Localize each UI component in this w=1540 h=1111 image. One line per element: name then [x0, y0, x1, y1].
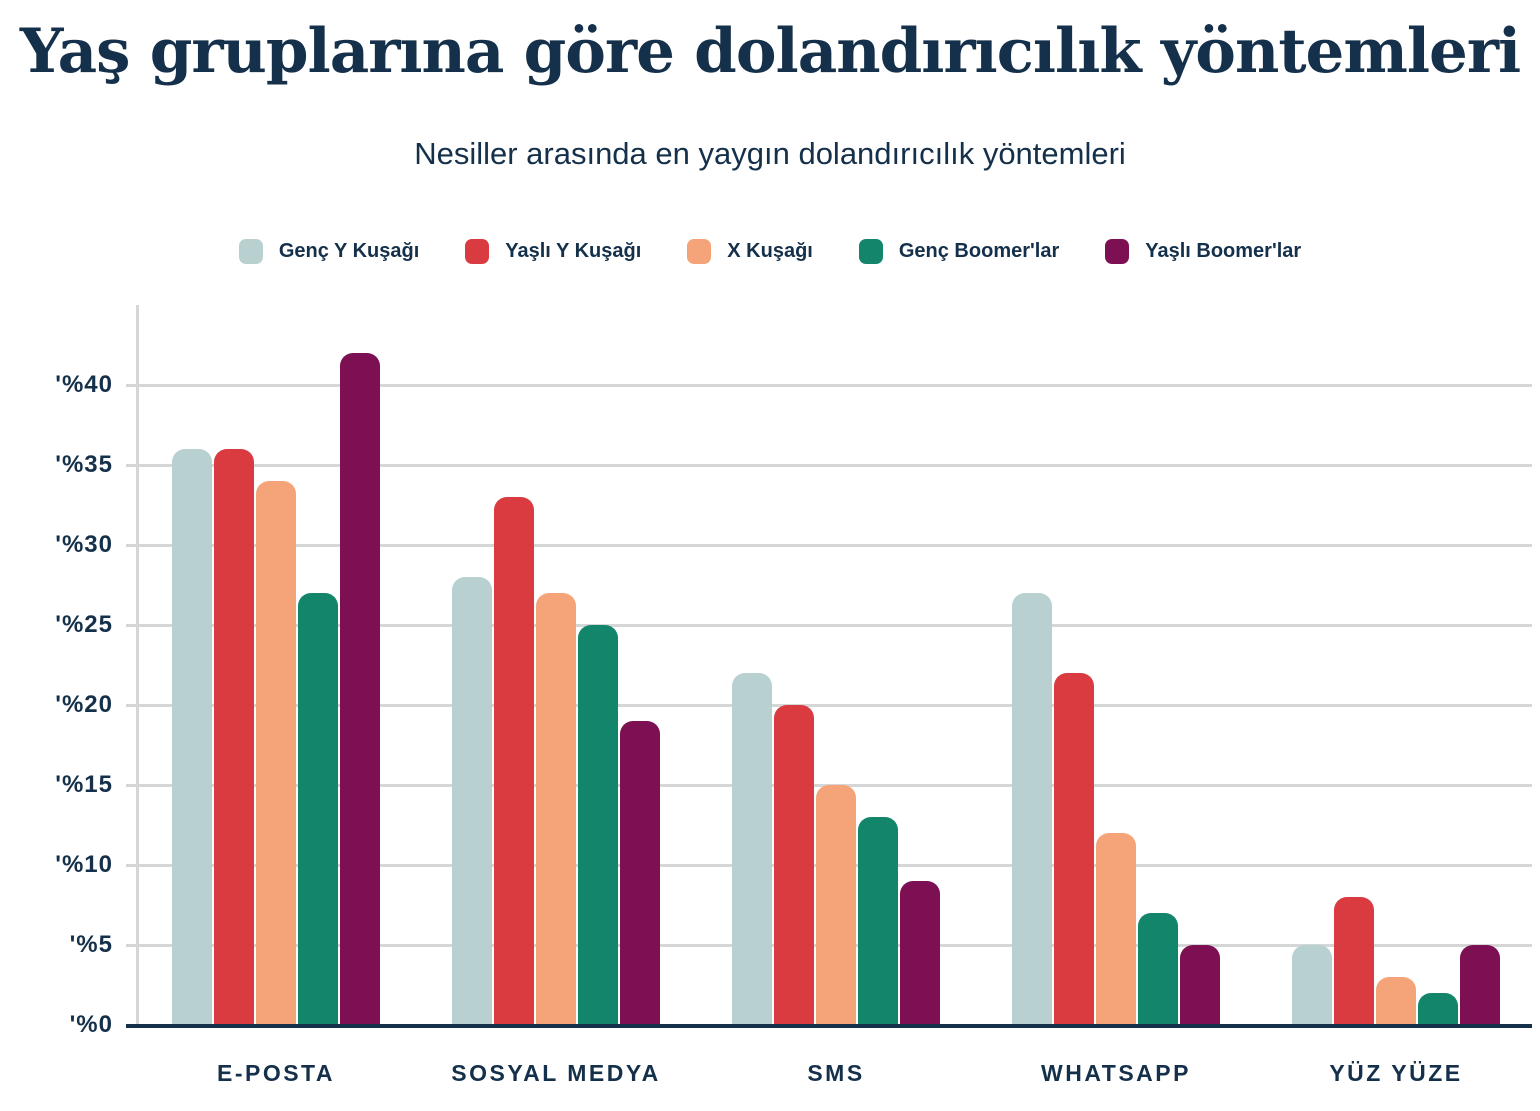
legend-item-4: Yaşlı Boomer'lar [1105, 239, 1301, 264]
legend-label: Genç Boomer'lar [898, 240, 1060, 262]
bar-sosyal-medya-series-1 [494, 497, 534, 1025]
legend-swatch-icon [1105, 239, 1130, 264]
bar-whatsapp-series-2 [1096, 833, 1136, 1025]
y-tick-label: '%0 [69, 1011, 113, 1038]
legend-label: Yaşlı Boomer'lar [1145, 240, 1302, 262]
bar-sosyal-medya-series-2 [536, 593, 576, 1025]
bar-y-z-y-ze-series-3 [1418, 993, 1458, 1025]
chart-subtitle: Nesiller arasında en yaygın dolandırıcıl… [414, 136, 1126, 171]
gridline-20 [126, 704, 1532, 707]
bar-e-posta-series-1 [214, 449, 254, 1025]
y-tick-label: '%40 [55, 371, 113, 398]
category-label: E-POSTA [216, 1060, 336, 1086]
legend-swatch-icon [687, 239, 712, 264]
gridline-25 [126, 624, 1532, 627]
bar-sms-series-2 [816, 785, 856, 1025]
category-label: SOSYAL MEDYA [451, 1060, 661, 1086]
category-label: WHATSAPP [1041, 1060, 1191, 1086]
bar-sms-series-4 [900, 881, 940, 1025]
legend: Genç Y Kuşağı Yaşlı Y Kuşağı X Kuşağı Genç … [0, 239, 1540, 264]
bar-whatsapp-series-4 [1180, 945, 1220, 1025]
bar-y-z-y-ze-series-2 [1376, 977, 1416, 1025]
bar-whatsapp-series-1 [1054, 673, 1094, 1025]
category-label: SMS [807, 1060, 865, 1086]
bar-sosyal-medya-series-3 [578, 625, 618, 1025]
legend-label: Genç Y Kuşağı [278, 240, 420, 262]
bar-sosyal-medya-series-4 [620, 721, 660, 1025]
y-tick-label: '%15 [55, 771, 113, 798]
y-axis-line [136, 305, 139, 1026]
y-tick-label: '%10 [55, 851, 113, 878]
y-tick-label: '%5 [69, 931, 113, 958]
y-tick-label: '%20 [55, 691, 113, 718]
legend-swatch-icon [858, 239, 883, 264]
bar-sms-series-1 [774, 705, 814, 1025]
bar-y-z-y-ze-series-4 [1460, 945, 1500, 1025]
bar-y-z-y-ze-series-0 [1292, 945, 1332, 1025]
gridline-30 [126, 544, 1532, 547]
bar-sms-series-0 [732, 673, 772, 1025]
x-axis-baseline [126, 1024, 1532, 1028]
bar-e-posta-series-0 [172, 449, 212, 1025]
bar-whatsapp-series-0 [1012, 593, 1052, 1025]
legend-swatch-icon [238, 239, 263, 264]
category-label: YÜZ YÜZE [1329, 1060, 1463, 1086]
y-tick-label: '%35 [55, 451, 113, 478]
legend-label: Yaşlı Y Kuşağı [505, 240, 642, 262]
legend-item-1: Yaşlı Y Kuşağı [465, 239, 641, 264]
y-tick-label: '%25 [55, 611, 113, 638]
y-tick-label: '%30 [55, 531, 113, 558]
bar-whatsapp-series-3 [1138, 913, 1178, 1025]
gridline-40 [126, 384, 1532, 387]
legend-label: X Kuşağı [727, 240, 813, 262]
bar-e-posta-series-4 [340, 353, 380, 1025]
bar-e-posta-series-2 [256, 481, 296, 1025]
chart-title: Yaş gruplarına göre dolandırıcılık yönte… [19, 16, 1521, 87]
gridline-35 [126, 464, 1532, 467]
legend-swatch-icon [465, 239, 490, 264]
legend-item-3: Genç Boomer'lar [858, 239, 1060, 264]
bar-y-z-y-ze-series-1 [1334, 897, 1374, 1025]
bar-sosyal-medya-series-0 [452, 577, 492, 1025]
legend-item-2: X Kuşağı [687, 239, 813, 264]
bar-e-posta-series-3 [298, 593, 338, 1025]
legend-item-0: Genç Y Kuşağı [238, 239, 420, 264]
bar-sms-series-3 [858, 817, 898, 1025]
